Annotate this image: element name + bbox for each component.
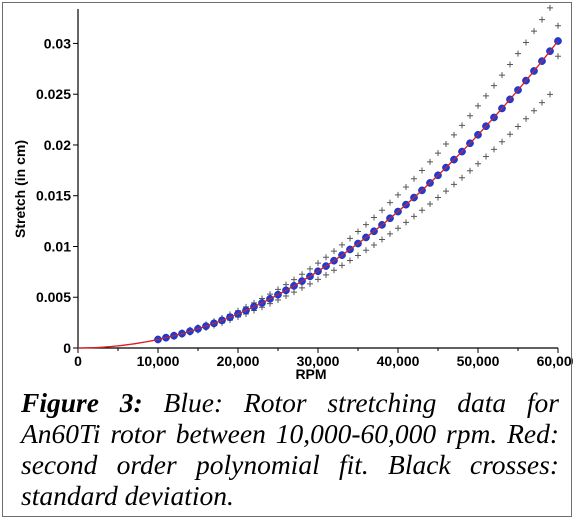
chart-axes: [77, 9, 558, 349]
caption-label: Figure 3:: [21, 387, 143, 418]
x-tick-label: 10,000: [137, 353, 180, 369]
stddev-cross: [531, 28, 537, 35]
stddev-cross: [403, 219, 409, 226]
stddev-cross: [379, 236, 385, 243]
y-tick-label: 0.025: [36, 86, 71, 102]
stddev-cross: [395, 225, 401, 232]
stddev-cross: [507, 61, 513, 68]
stddev-cross: [515, 50, 521, 57]
stddev-cross: [427, 158, 433, 165]
stddev-cross: [435, 150, 441, 157]
y-tick-label: 0: [63, 340, 71, 356]
x-axis-label: RPM: [295, 366, 326, 382]
stddev-cross: [315, 260, 321, 267]
stddev-cross: [387, 199, 393, 206]
stddev-cross: [459, 174, 465, 181]
x-tick-label: 20,000: [217, 353, 260, 369]
stddev-cross: [371, 241, 377, 248]
stddev-cross: [499, 72, 505, 79]
x-tick-label: 0: [74, 353, 82, 369]
stddev-cross: [435, 194, 441, 201]
fit-curve-group: [77, 40, 559, 349]
stddev-cross: [379, 207, 385, 214]
stddev-cross: [523, 115, 529, 122]
stddev-cross: [339, 241, 345, 248]
stddev-cross: [347, 235, 353, 242]
stddev-cross: [451, 131, 457, 138]
stddev-cross: [411, 213, 417, 220]
stddev-cross: [323, 271, 329, 278]
stddev-cross: [363, 221, 369, 228]
caption-text: Blue: Rotor stretching data for An60Ti r…: [21, 387, 560, 511]
stddev-cross: [555, 22, 561, 29]
x-tick-label: 30,000: [297, 353, 340, 369]
stddev-cross: [467, 112, 473, 119]
stddev-cross: [499, 138, 505, 145]
stddev-cross: [307, 265, 313, 272]
fit-curve-overlay: [77, 40, 559, 349]
figure-frame: 0 10,000 20,000 30,000 40,000 50,000 60,000 0 0.…: [2, 2, 573, 517]
stddev-cross: [299, 284, 305, 291]
stddev-cross: [331, 267, 337, 274]
stddev-cross: [323, 254, 329, 261]
chart-ticks: 0 10,000 20,000 30,000 40,000 50,000 60,000 0 0.…: [36, 35, 573, 369]
stddev-cross: [555, 53, 561, 60]
stddev-cross: [411, 175, 417, 182]
stddev-cross: [483, 92, 489, 99]
stddev-cross: [419, 167, 425, 174]
y-tick-label: 0.005: [36, 289, 71, 305]
stddev-cross: [491, 146, 497, 153]
stddev-cross: [531, 107, 537, 114]
stddev-cross: [419, 207, 425, 214]
stddev-cross: [355, 228, 361, 235]
stddev-cross: [443, 188, 449, 195]
stddev-cross: [291, 289, 297, 296]
stddev-cross: [547, 4, 553, 11]
stddev-cross: [523, 39, 529, 46]
stddev-cross: [355, 252, 361, 259]
stddev-cross: [483, 153, 489, 160]
stddev-cross: [547, 91, 553, 98]
fit-curve: [77, 40, 559, 349]
stddev-cross: [403, 183, 409, 190]
data-points: [77, 37, 562, 349]
x-tick-label: 50,000: [457, 353, 500, 369]
y-tick-label: 0.03: [44, 35, 71, 51]
stddev-cross: [475, 102, 481, 109]
stddev-cross: [443, 141, 449, 148]
stddev-cross: [539, 16, 545, 23]
stddev-cross: [395, 191, 401, 198]
stddev-cross: [307, 280, 313, 287]
stddev-cross: [371, 214, 377, 221]
stddev-cross: [291, 276, 297, 283]
y-axis-label: Stretch (in cm): [12, 140, 28, 238]
x-tick-label: 40,000: [377, 353, 420, 369]
stddev-crosses: [155, 4, 561, 344]
stddev-cross: [475, 160, 481, 167]
stddev-cross: [539, 99, 545, 106]
stddev-cross: [515, 123, 521, 130]
stddev-cross: [331, 248, 337, 255]
stretch-vs-rpm-chart: 0 10,000 20,000 30,000 40,000 50,000 60,000 0 0.…: [12, 4, 573, 382]
stddev-cross: [451, 181, 457, 188]
stddev-cross: [459, 122, 465, 129]
stddev-cross: [387, 230, 393, 237]
figure-caption: Figure 3: Blue: Rotor stretching data fo…: [21, 387, 559, 511]
stddev-cross: [363, 247, 369, 254]
stddev-cross: [299, 271, 305, 278]
stddev-cross: [339, 262, 345, 269]
stddev-cross: [315, 276, 321, 283]
stddev-cross: [491, 82, 497, 89]
y-tick-label: 0.01: [44, 238, 71, 254]
x-tick-label: 60,000: [537, 353, 573, 369]
stddev-cross: [427, 201, 433, 208]
stddev-cross: [347, 257, 353, 264]
y-tick-label: 0.015: [36, 188, 71, 204]
stddev-cross: [507, 131, 513, 138]
stddev-cross: [467, 167, 473, 174]
y-tick-label: 0.02: [44, 137, 71, 153]
